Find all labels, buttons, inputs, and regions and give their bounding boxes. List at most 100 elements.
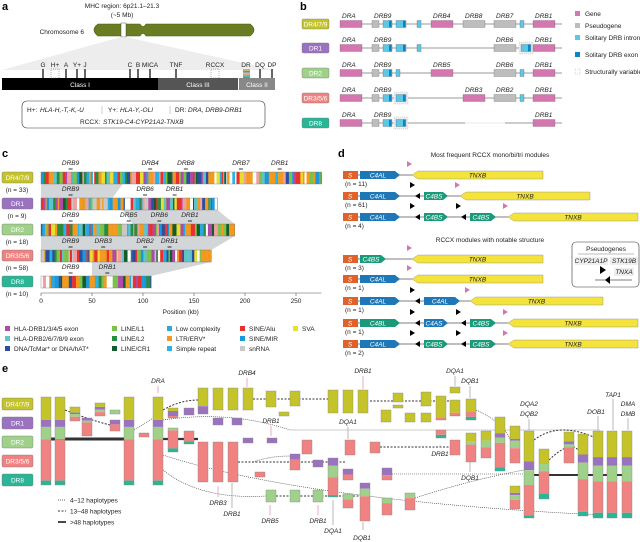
node-segment [578,479,588,512]
gene-label: DRA [342,37,356,44]
solitary-drb-exon [389,119,392,127]
repeat-element [135,250,138,262]
repeat-element [72,172,77,184]
gene-label: DRB4 [141,160,159,167]
repeat-element [63,224,67,236]
legend-label: LTR/ERV* [176,336,206,343]
legend-swatch [574,68,581,75]
repeat-element [52,250,55,262]
node-segment [95,403,105,407]
node-segment [153,397,163,420]
node-segment [228,442,238,482]
node-segment [495,442,505,468]
node-segment [370,442,380,453]
chromosome-6 [93,23,255,37]
allele-node [231,417,243,426]
node-segment [481,440,491,448]
gene-block [532,44,556,52]
node-segment [328,477,338,496]
gene-label: C4BL [370,321,387,328]
locus-label: H+ [51,62,60,69]
solitary-drb-intron [416,44,422,52]
gene-c4as [424,319,448,327]
repeat-element [275,172,279,184]
gene-block [339,119,363,127]
gene-label: DRB7 [232,160,250,167]
repeat-element [292,172,295,184]
e-haplotype-badge [1,473,34,487]
repeat-element [143,250,147,262]
e-haplotype-badge [1,416,34,430]
repeat-element [89,224,91,236]
allele-node [197,441,209,483]
repeat-element [315,172,320,184]
node-segment [184,441,194,444]
legend-swatch [167,346,172,351]
node-segment [343,494,353,500]
repeat-element [59,224,64,236]
gene-label: C4AL [370,342,387,349]
node-segment [381,410,391,422]
gene-label: DRB1 [271,160,289,167]
gene-stk19 [343,171,358,179]
node-segment [243,438,253,443]
node-segment [510,426,520,439]
node-segment [153,439,163,481]
legend-swatch [240,346,245,351]
haplotype-path-edge [252,455,291,463]
repeat-element [190,172,193,184]
panel-letter-d: d [338,148,345,160]
gene-label: TNXB [469,257,487,264]
repeat-element [176,224,181,236]
gene-label: DRB1 [181,212,199,219]
repeat-element [103,198,108,210]
gene-block [371,44,380,52]
allele-node [69,406,81,422]
gene-label: DRB9 [62,160,80,167]
node-segment [232,418,242,425]
gene-c4bs [470,319,496,327]
allele-node [392,404,404,409]
repeat-element [41,198,44,210]
class-ii-label: Class II [246,82,268,89]
zoom-wedge [2,37,275,70]
node-segment [345,440,355,455]
repeat-element [142,198,145,210]
repeat-element [116,250,119,262]
repeat-element [71,250,74,262]
gene-stk19 [343,319,358,327]
module-count: (n = 1) [345,285,364,292]
repeat-element [41,276,44,288]
repeat-element [182,250,185,262]
dr-haplotype-marker [243,70,250,73]
gene-label: DRB9 [62,264,80,271]
legend-swatch [5,326,10,331]
allele-node [359,482,371,522]
allele-node [289,489,301,503]
repeat-element [85,224,87,236]
tnxa-marker-icon [407,161,412,167]
allele-node [381,467,393,481]
repeat-element [110,172,114,184]
node-segment [405,413,415,422]
repeat-element [293,172,297,184]
node-segment [55,439,65,481]
repeat-element [137,250,142,262]
dr-haplotype-marker [243,76,250,78]
gene-c4al [360,340,400,348]
legend-swatch [167,336,172,341]
gene-label: DMB [621,411,636,418]
repeat-element [209,198,212,210]
module-count: (n = 3) [345,265,364,272]
repeat-element [64,250,68,262]
c-haplotype-badge [1,249,34,262]
allele-node [357,389,369,414]
node-segment [290,391,300,406]
node-segment [153,480,163,485]
node-segment [153,419,163,427]
node-segment [564,447,574,463]
gene-label: DMA [621,401,635,408]
repeat-element [188,250,193,262]
gene-label: TNXB [528,299,546,306]
repeat-element [192,172,195,184]
